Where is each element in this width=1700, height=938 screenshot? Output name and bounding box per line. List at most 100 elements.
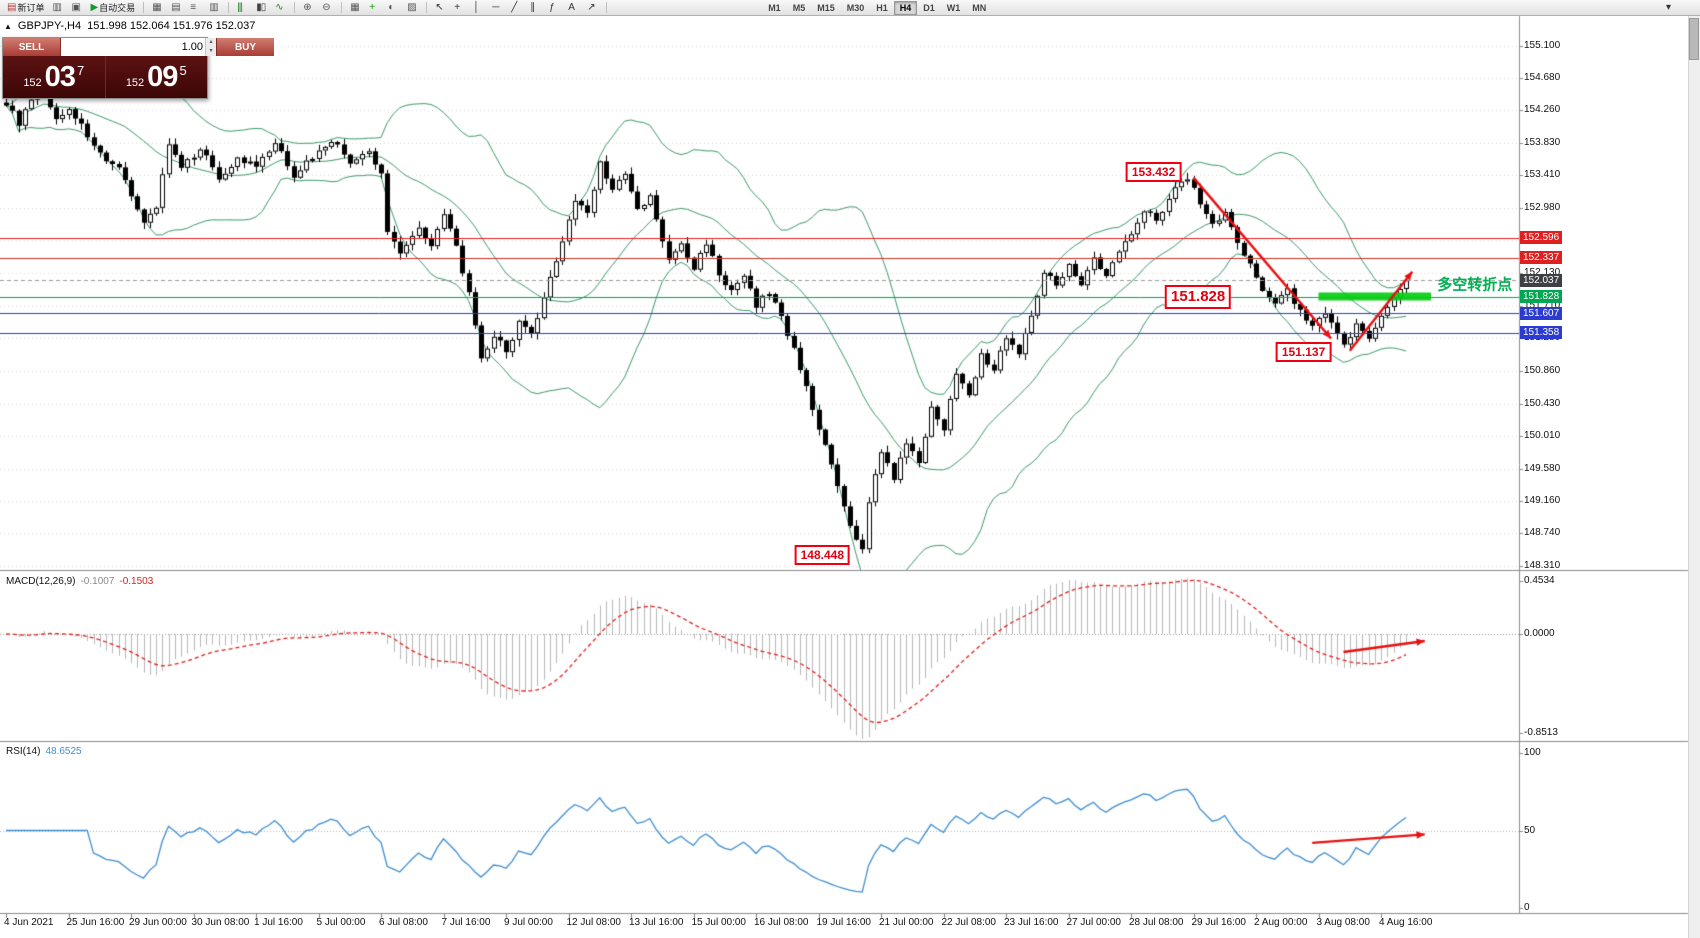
toolbar-overflow-button[interactable]: ▾ (1663, 1, 1680, 15)
time-axis-label: 21 Jul 00:00 (879, 917, 934, 928)
line-chart-button[interactable]: ∿ (272, 1, 289, 15)
toolbar-separator (228, 2, 230, 13)
chart-windows-button[interactable]: ▥ (49, 1, 66, 15)
time-axis-label: 6 Jul 08:00 (379, 917, 428, 928)
vertical-scrollbar-thumb[interactable] (1689, 18, 1699, 60)
vertical-scrollbar[interactable] (1688, 16, 1700, 938)
templates-button[interactable]: ▨ (404, 1, 421, 15)
trade-panel-controls: SELL ▴ ▾ BUY (3, 38, 274, 56)
zoom-in-button[interactable]: ⊕ (300, 1, 317, 15)
timeframe-d1-button[interactable]: D1 (917, 1, 941, 15)
buy-price-big: 09 (147, 61, 178, 93)
tile-windows-button[interactable]: ▦ (347, 1, 364, 15)
time-axis-label: 4 Aug 16:00 (1379, 917, 1433, 928)
price-annotation-151137[interactable]: 151.137 (1275, 342, 1332, 363)
timeframe-h1-button[interactable]: H1 (870, 1, 894, 15)
toolbar: ▤ 新订单 ▥ ▣ ▶ 自动交易 ▦ ▤ ≡ ▥ ||| ▮▯ ∿ ⊕ ⊖ ▦ + ◐ ▨ ↖ + │ ─ ╱ ∥ ƒ A ↗ M1 M5… (0, 0, 1700, 16)
time-axis-label: 5 Jul 00:00 (316, 917, 366, 928)
collapse-trade-panel-icon[interactable]: ▲ (4, 21, 12, 31)
macd-axis-label: 0.4534 (1524, 575, 1555, 587)
price-axis-tag: 152.037 (1520, 273, 1563, 287)
buy-button[interactable]: BUY (216, 38, 274, 56)
sell-price-prefix: 152 (23, 77, 42, 89)
equidistant-channel-icon: ∥ (530, 1, 535, 13)
price-axis-tick: 150.430 (1524, 397, 1561, 409)
price-axis-tick: 148.740 (1524, 527, 1561, 539)
timeframe-toolbar: M1 M5 M15 M30 H1 H4 D1 W1 MN (762, 0, 992, 15)
price-annotation-153432[interactable]: 153.432 (1125, 162, 1182, 183)
horizontal-line-button[interactable]: ─ (489, 1, 506, 15)
indicators-button[interactable]: + (366, 1, 383, 15)
profiles-button[interactable]: ▣ (68, 1, 85, 15)
new-order-button[interactable]: ▤ 新订单 (4, 1, 47, 15)
sell-price-pip: 7 (76, 62, 85, 78)
auto-trading-icon: ▶ (90, 1, 98, 13)
text-label-button[interactable]: A (565, 1, 582, 15)
volume-stepper: ▴ ▾ (205, 38, 216, 56)
timeframe-h4-button[interactable]: H4 (893, 0, 918, 15)
toolbar-separator (426, 2, 428, 13)
rsi-label: RSI(14) 48.6525 (6, 746, 82, 757)
vertical-line-button[interactable]: │ (470, 1, 487, 15)
time-axis-label: 29 Jun 00:00 (129, 917, 187, 928)
price-axis-tick: 155.100 (1524, 39, 1561, 51)
candlestick-chart-icon: ▮▯ (256, 1, 266, 13)
sell-quote[interactable]: 152 03 7 (3, 56, 105, 98)
price-axis-tick: 154.260 (1524, 104, 1561, 116)
rsi-value: 48.6525 (45, 746, 82, 757)
time-axis-label: 7 Jul 16:00 (441, 917, 491, 928)
price-axis-tick: 149.580 (1524, 462, 1561, 474)
time-axis-label: 2 Aug 00:00 (1254, 917, 1308, 928)
time-axis-label: 15 Jul 00:00 (691, 917, 747, 928)
symbol-ohlc-line: ▲ GBPJPY-,H4 151.998 152.064 151.976 152… (4, 20, 255, 32)
timeframe-mn-button[interactable]: MN (966, 1, 992, 15)
navigator-button[interactable]: ≡ (187, 1, 204, 15)
volume-input[interactable] (61, 38, 205, 56)
zoom-out-button[interactable]: ⊖ (319, 1, 336, 15)
fibonacci-button[interactable]: ƒ (546, 1, 563, 15)
macd-axis-label: -0.8513 (1524, 727, 1558, 739)
periods-button[interactable]: ◐ (385, 1, 402, 15)
toolbar-separator (294, 2, 296, 13)
price-axis-tick: 150.010 (1524, 429, 1561, 441)
equidistant-channel-button[interactable]: ∥ (527, 1, 544, 15)
quote-divider (104, 56, 106, 98)
trendline-button[interactable]: ╱ (508, 1, 525, 15)
timeframe-w1-button[interactable]: W1 (941, 1, 967, 15)
candlestick-chart-button[interactable]: ▮▯ (253, 1, 270, 15)
market-watch-button[interactable]: ▦ (149, 1, 166, 15)
terminal-button[interactable]: ▥ (206, 1, 223, 15)
toolbar-separator (341, 2, 343, 13)
time-axis-label: 25 Jun 16:00 (66, 917, 125, 928)
macd-axis-label: 0.0000 (1524, 628, 1555, 639)
volume-up-icon[interactable]: ▴ (206, 38, 216, 47)
text-label-icon: A (568, 1, 575, 13)
bar-chart-button[interactable]: ||| (234, 1, 251, 15)
toolbar-separator (606, 2, 608, 13)
time-axis-label: 4 Jun 2021 (4, 917, 54, 928)
price-annotation-148448[interactable]: 148.448 (794, 545, 850, 566)
turning-point-label[interactable]: 多空转折点 (1437, 276, 1513, 294)
timeframe-m30-button[interactable]: M30 (841, 1, 871, 15)
price-annotation-151828[interactable]: 151.828 (1165, 284, 1232, 309)
time-axis-label: 1 Jul 16:00 (254, 917, 303, 928)
time-axis-label: 13 Jul 16:00 (629, 917, 684, 928)
ohlc-values: 151.998 152.064 151.976 152.037 (87, 20, 256, 32)
sell-price-big: 03 (44, 61, 76, 93)
rsi-axis-label: 0 (1524, 902, 1530, 913)
auto-trading-button[interactable]: ▶ 自动交易 (87, 1, 138, 15)
timeframe-m15-button[interactable]: M15 (811, 1, 841, 15)
volume-down-icon[interactable]: ▾ (206, 47, 216, 56)
data-window-button[interactable]: ▤ (168, 1, 185, 15)
buy-quote[interactable]: 152 09 5 (106, 56, 208, 98)
macd-name: MACD(12,26,9) (6, 576, 76, 587)
timeframe-m5-button[interactable]: M5 (787, 1, 812, 15)
price-axis-tick: 151.710 (1524, 299, 1561, 311)
sell-button[interactable]: SELL (3, 38, 61, 56)
cursor-button[interactable]: ↖ (432, 1, 449, 15)
toolbar-separator (143, 2, 145, 13)
crosshair-button[interactable]: + (451, 1, 468, 15)
timeframe-m1-button[interactable]: M1 (762, 1, 787, 15)
arrows-tool-button[interactable]: ↗ (584, 1, 601, 15)
